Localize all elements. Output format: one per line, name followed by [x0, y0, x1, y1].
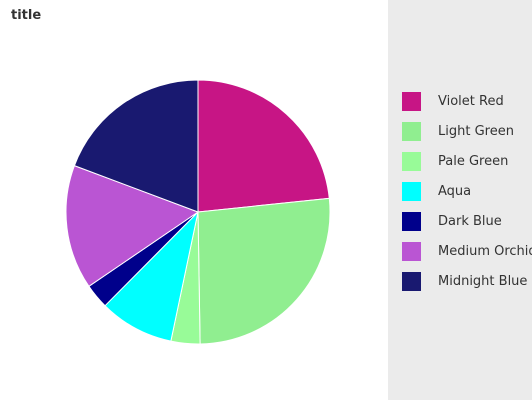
pie-slice-medium-orchid — [65, 165, 200, 288]
legend-item-violet-red: Violet Red — [402, 91, 504, 111]
legend-label: Violet Red — [438, 93, 504, 109]
legend-item-pale-green: Pale Green — [402, 151, 508, 171]
pie-slice-light-green — [197, 197, 331, 345]
legend-label: Aqua — [438, 183, 472, 199]
legend-item-midnight-blue: Midnight Blue — [402, 271, 527, 291]
pie-slice-violet-red — [197, 79, 330, 213]
legend-swatch — [402, 241, 421, 261]
legend-item-medium-orchid: Medium Orchid — [402, 241, 532, 261]
legend-item-dark-blue: Dark Blue — [402, 211, 502, 231]
legend-swatch — [402, 271, 421, 291]
chart-title: title — [11, 8, 42, 23]
legend-swatch — [402, 91, 421, 111]
legend-label: Midnight Blue — [438, 273, 528, 289]
pie-slice-midnight-blue — [73, 79, 199, 213]
legend-label: Pale Green — [438, 153, 509, 169]
legend-label: Light Green — [438, 123, 514, 139]
legend-label: Medium Orchid — [438, 243, 532, 259]
legend-swatch — [402, 121, 421, 141]
legend-swatch — [402, 151, 421, 171]
pie-chart — [65, 79, 331, 345]
legend-swatch — [402, 211, 421, 231]
legend-label: Dark Blue — [438, 213, 502, 229]
legend: Violet Red Light Green Pale Green Aqua D… — [388, 0, 532, 400]
legend-item-light-green: Light Green — [402, 121, 514, 141]
legend-swatch — [402, 181, 421, 201]
legend-item-aqua: Aqua — [402, 181, 471, 201]
